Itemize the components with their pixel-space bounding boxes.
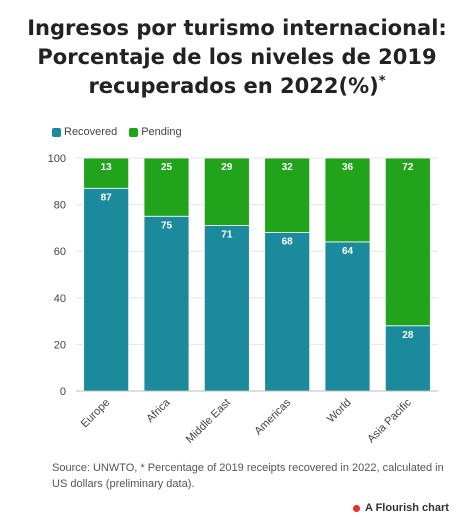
x-tick-label: Middle East [184, 397, 233, 446]
legend-label-recovered: Recovered [64, 126, 118, 138]
title-line-2: Porcentaje de los niveles de 2019 [37, 45, 437, 69]
flourish-credit[interactable]: A Flourish chart [352, 502, 449, 514]
y-tick-label: 80 [54, 200, 66, 212]
x-tick-label: World [325, 397, 354, 426]
data-label-recovered: 87 [101, 192, 113, 203]
bar-segment-recovered [264, 232, 311, 392]
title-footnote-mark: * [378, 74, 386, 89]
data-label-pending: 13 [101, 162, 113, 173]
title-line-3: recuperados en 2022(%)* [0, 72, 474, 101]
bar-segment-pending [384, 157, 431, 327]
data-label-recovered: 71 [221, 230, 233, 241]
data-label-recovered: 64 [342, 246, 354, 257]
bar-segment-pending [83, 157, 130, 189]
data-label-recovered: 68 [282, 237, 294, 248]
bar-segment-recovered [384, 325, 431, 392]
title-line-1: Ingresos por turismo internacional: [27, 16, 447, 40]
data-label-pending: 36 [342, 162, 354, 173]
data-label-pending: 72 [402, 162, 414, 173]
data-label-recovered: 75 [161, 220, 173, 231]
title-line-3-text: recuperados en 2022(%) [88, 74, 379, 98]
x-tick-label: Africa [144, 396, 173, 425]
data-label-pending: 32 [282, 162, 294, 173]
x-tick-label: Europe [79, 397, 113, 431]
bar-segment-pending [264, 157, 311, 233]
x-tick-label: Americas [252, 396, 293, 437]
y-tick-label: 20 [54, 339, 66, 351]
legend-label-pending: Pending [141, 126, 182, 138]
flourish-logo-icon [352, 504, 361, 512]
bar-segment-recovered [83, 187, 130, 392]
data-label-pending: 29 [221, 162, 233, 173]
bar-segment-pending [203, 157, 250, 226]
data-label-recovered: 28 [402, 330, 414, 341]
source-note: Source: UNWTO, * Percentage of 2019 rece… [52, 462, 444, 490]
flourish-credit-label: A Flourish chart [365, 502, 449, 514]
x-tick-label: Asia Pacific [365, 396, 414, 445]
legend-item-recovered[interactable]: Recovered [52, 126, 117, 138]
bar-segment-recovered [324, 241, 371, 392]
y-tick-label: 40 [54, 293, 66, 305]
data-label-pending: 25 [161, 162, 173, 173]
y-tick-label: 0 [60, 386, 66, 398]
chart-title: Ingresos por turismo internacional: Porc… [0, 14, 474, 101]
legend-swatch-pending [129, 127, 139, 137]
chart-legend: Recovered Pending [52, 126, 182, 138]
stacked-bar-chart: 0 20 40 60 80 100 87 13 Europe 75 25 Africa 71 29 Midd… [48, 153, 438, 446]
bar-segment-pending [143, 157, 190, 217]
legend-item-pending[interactable]: Pending [129, 126, 182, 138]
bar-segment-recovered [203, 225, 250, 392]
bar-segment-recovered [143, 215, 190, 392]
legend-swatch-recovered [52, 127, 61, 137]
y-tick-label: 60 [54, 246, 66, 258]
y-tick-label: 100 [48, 153, 66, 165]
bar-segment-pending [324, 157, 371, 243]
